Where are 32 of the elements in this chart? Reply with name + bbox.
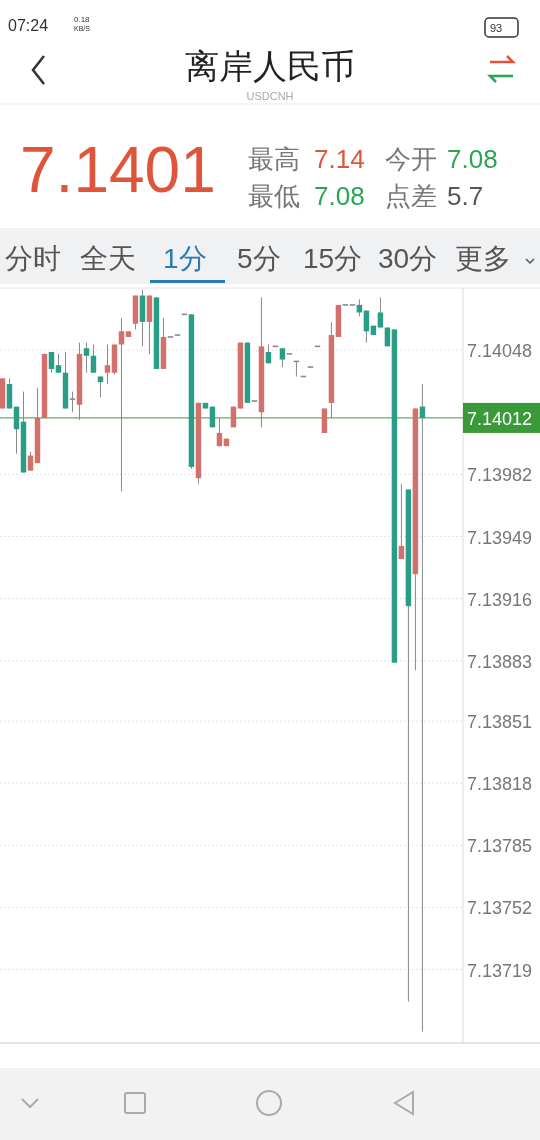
annotation: 更多 — [455, 243, 511, 274]
ytick: 7.13785 — [467, 836, 533, 857]
ytick: 7.13719 — [467, 960, 533, 981]
ytick: 7.13752 — [467, 898, 533, 919]
annotation: 1分 — [163, 243, 207, 274]
annotation: 07:24 — [8, 17, 49, 34]
title: 离岸人民币 — [185, 47, 355, 85]
ytick: 7.13818 — [467, 774, 533, 795]
ytick: 7.13851 — [467, 712, 533, 733]
annotation: 0.18 — [74, 15, 90, 24]
ytick: 7.13916 — [467, 589, 533, 610]
annotation: 7.08 — [314, 181, 365, 211]
annotation: 5.7 — [447, 181, 484, 211]
annotation: 今开 — [385, 144, 437, 174]
annotation: 最高 — [248, 144, 300, 174]
ref-label: 7.14012 — [467, 408, 533, 429]
annotation: 点差 — [385, 181, 437, 211]
annotation: 全天 — [80, 243, 136, 274]
annotation: 5分 — [237, 243, 281, 274]
annotation: 最低 — [248, 181, 300, 211]
annotation: 93 — [490, 22, 503, 34]
ytick: 7.13982 — [467, 465, 533, 486]
annotation: 分时 — [5, 243, 61, 274]
ytick: 7.13883 — [467, 651, 533, 672]
annotation: 7.08 — [447, 144, 498, 174]
annotation: 15分 — [303, 243, 363, 274]
annotation: 7.14 — [314, 144, 365, 174]
subtitle: USDCNH — [246, 90, 294, 102]
ytick: 7.13949 — [467, 527, 533, 548]
annotation: 7.1401 — [20, 134, 216, 206]
ytick: 7.14048 — [467, 341, 533, 362]
annotation: 30分 — [378, 243, 438, 274]
